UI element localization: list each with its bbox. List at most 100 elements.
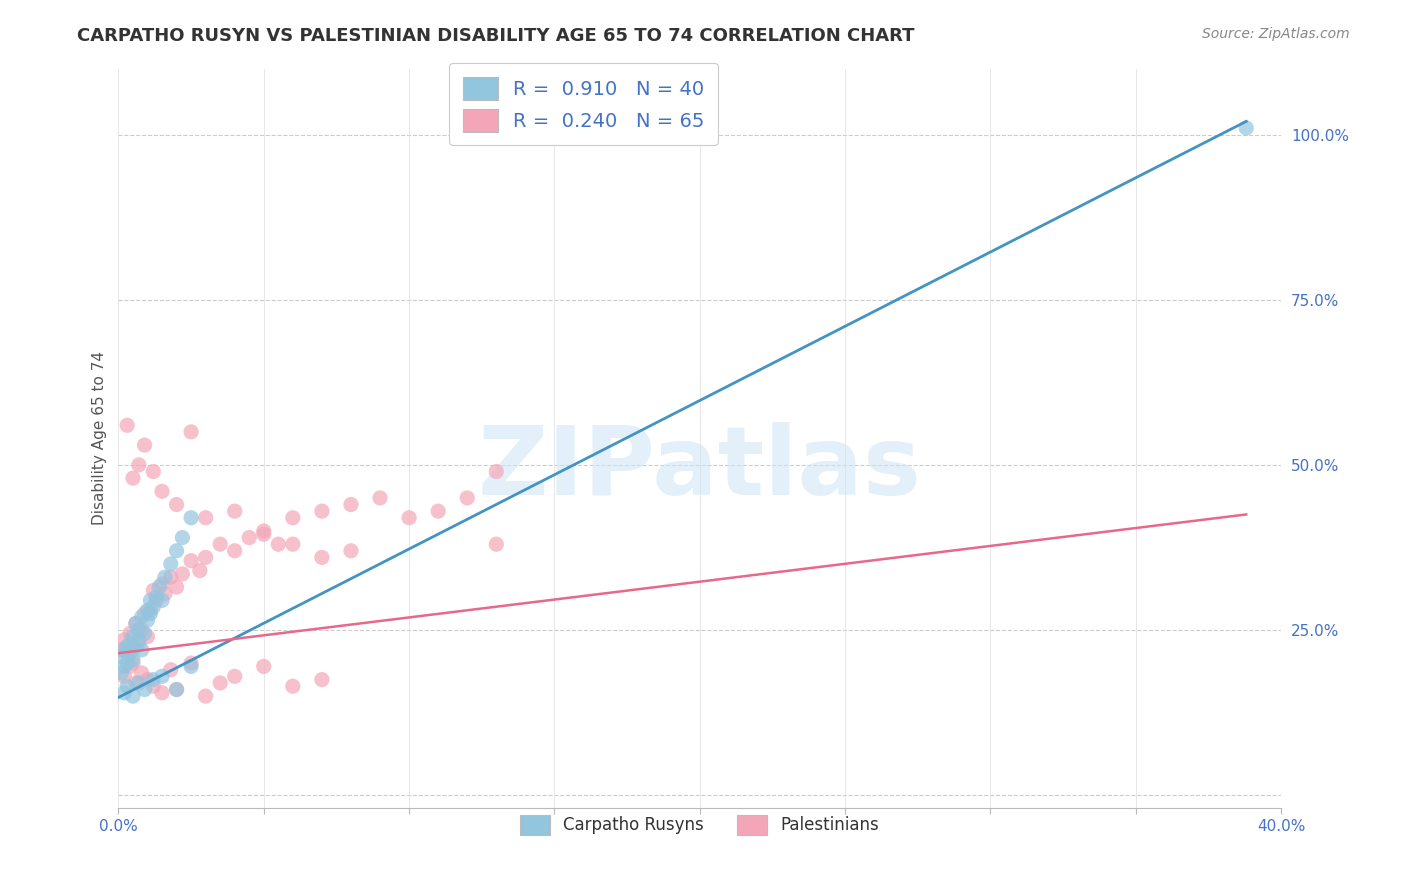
Point (115, 656, 138, 670)
Point (134, 682, 156, 697)
Point (125, 616, 148, 631)
Text: Source: ZipAtlas.com: Source: ZipAtlas.com (1202, 27, 1350, 41)
Point (139, 593, 162, 607)
Point (166, 580, 188, 594)
Point (150, 669, 173, 683)
Point (142, 673, 165, 687)
Point (115, 679, 138, 693)
Point (253, 527, 276, 541)
Point (253, 659, 276, 673)
Point (115, 418, 138, 433)
Point (134, 626, 156, 640)
Point (166, 682, 188, 697)
Point (145, 593, 167, 607)
Point (224, 543, 246, 558)
Point (110, 665, 132, 680)
Point (166, 543, 188, 558)
Point (142, 599, 165, 614)
Point (209, 537, 232, 551)
Point (120, 659, 142, 673)
Point (485, 465, 508, 479)
Legend: Carpatho Rusyns, Palestinians: Carpatho Rusyns, Palestinians (510, 805, 890, 845)
Point (131, 610, 153, 624)
Point (125, 676, 148, 690)
Point (368, 491, 391, 505)
Point (172, 531, 194, 545)
Point (139, 607, 162, 621)
Y-axis label: Disability Age 65 to 74: Disability Age 65 to 74 (93, 351, 107, 525)
Point (142, 679, 165, 693)
Point (153, 587, 176, 601)
Point (122, 653, 145, 667)
Point (427, 504, 450, 518)
Point (281, 679, 304, 693)
Point (209, 676, 232, 690)
Point (311, 504, 333, 518)
Point (122, 630, 145, 644)
Point (194, 550, 217, 565)
Point (224, 669, 246, 683)
Point (128, 676, 150, 690)
Point (150, 577, 173, 591)
Point (112, 686, 135, 700)
Point (122, 656, 145, 670)
Point (1234, 120, 1257, 135)
Point (180, 510, 202, 524)
Point (398, 510, 420, 524)
Point (485, 537, 508, 551)
Text: ZIPatlas: ZIPatlas (478, 422, 922, 515)
Point (267, 537, 290, 551)
Point (122, 471, 145, 485)
Point (159, 570, 181, 584)
Point (120, 626, 142, 640)
Point (153, 570, 176, 584)
Point (150, 686, 173, 700)
Point (125, 640, 148, 654)
Point (180, 656, 202, 670)
Point (110, 643, 132, 657)
Point (253, 524, 276, 538)
Point (180, 425, 202, 439)
Text: CARPATHO RUSYN VS PALESTINIAN DISABILITY AGE 65 TO 74 CORRELATION CHART: CARPATHO RUSYN VS PALESTINIAN DISABILITY… (77, 27, 915, 45)
Point (112, 659, 135, 673)
Point (281, 510, 304, 524)
Point (120, 636, 142, 650)
Point (281, 537, 304, 551)
Point (139, 603, 162, 617)
Point (112, 632, 135, 647)
Point (340, 543, 363, 558)
Point (166, 682, 188, 697)
Point (456, 491, 478, 505)
Point (136, 613, 159, 627)
Point (128, 458, 150, 472)
Point (112, 643, 135, 657)
Point (134, 438, 156, 452)
Point (110, 649, 132, 664)
Point (128, 636, 150, 650)
Point (180, 659, 202, 673)
Point (194, 689, 217, 703)
Point (128, 623, 150, 637)
Point (142, 583, 165, 598)
Point (125, 616, 148, 631)
Point (166, 498, 188, 512)
Point (134, 607, 156, 621)
Point (172, 566, 194, 581)
Point (115, 646, 138, 660)
Point (145, 590, 167, 604)
Point (115, 640, 138, 654)
Point (311, 550, 333, 565)
Point (136, 673, 159, 687)
Point (120, 646, 142, 660)
Point (131, 623, 153, 637)
Point (150, 593, 173, 607)
Point (180, 554, 202, 568)
Point (194, 510, 217, 524)
Point (131, 665, 153, 680)
Point (159, 557, 181, 571)
Point (311, 673, 333, 687)
Point (340, 498, 363, 512)
Point (142, 465, 165, 479)
Point (112, 669, 135, 683)
Point (136, 603, 159, 617)
